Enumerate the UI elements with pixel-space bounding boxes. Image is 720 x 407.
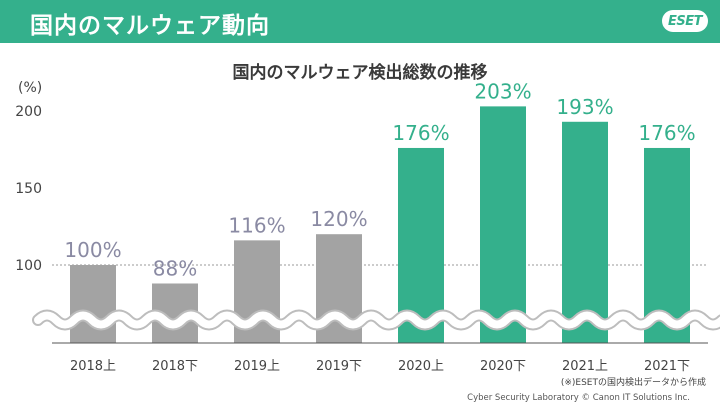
chart-title: 国内のマルウェア検出総数の推移 bbox=[232, 63, 488, 83]
y-tick-label: 150 bbox=[15, 181, 42, 197]
data-label: 193% bbox=[556, 95, 613, 119]
x-tick-label: 2019下 bbox=[316, 359, 362, 374]
footnote: (※)ESETの国内検出データから作成 bbox=[560, 378, 706, 388]
x-tick-label: 2021上 bbox=[562, 359, 608, 374]
data-label: 203% bbox=[474, 79, 531, 103]
copyright-credit: Cyber Security Laboratory © Canon IT Sol… bbox=[467, 393, 690, 403]
y-axis-label: (%) bbox=[18, 80, 43, 96]
data-label: 116% bbox=[228, 213, 285, 237]
data-label: 100% bbox=[64, 238, 121, 262]
bar-2021下 bbox=[644, 147, 690, 343]
bar-2018上 bbox=[70, 265, 116, 343]
x-tick-label: 2021下 bbox=[644, 359, 690, 374]
data-label: 120% bbox=[310, 207, 367, 231]
bar-2020下 bbox=[480, 106, 526, 343]
y-tick-label: 100 bbox=[15, 258, 42, 274]
x-tick-label: 2018上 bbox=[70, 359, 116, 374]
y-tick-label: 200 bbox=[15, 104, 42, 120]
data-label: 176% bbox=[392, 121, 449, 145]
page-title: 国内のマルウェア動向 bbox=[30, 13, 270, 39]
axis-break-wave bbox=[34, 311, 720, 329]
x-tick-label: 2020下 bbox=[480, 359, 526, 374]
data-label: 88% bbox=[153, 256, 197, 280]
x-tick-label: 2019上 bbox=[234, 359, 280, 374]
x-tick-label: 2018下 bbox=[152, 359, 198, 374]
eset-logo: ESET bbox=[662, 10, 708, 32]
bar-2021上 bbox=[562, 121, 608, 343]
x-tick-label: 2020上 bbox=[398, 359, 444, 374]
header-bar: 国内のマルウェア動向 ESET bbox=[0, 0, 720, 43]
logo-text: ESET bbox=[668, 13, 703, 29]
data-label: 176% bbox=[638, 121, 695, 145]
